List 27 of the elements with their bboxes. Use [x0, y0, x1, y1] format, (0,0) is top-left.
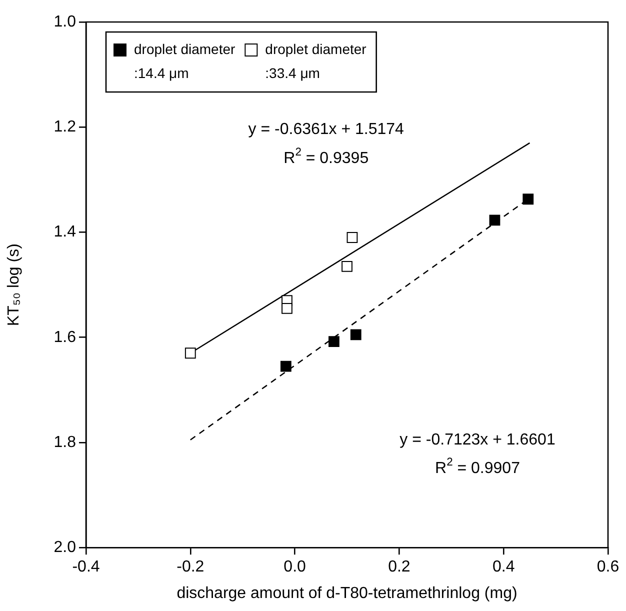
point	[346, 232, 358, 243]
point	[184, 348, 196, 359]
y-tick-label: 2.0	[54, 539, 76, 556]
legend-label: droplet diameter :33.4 μm	[265, 40, 367, 81]
y-tick-label: 1.4	[54, 224, 76, 241]
point	[342, 260, 352, 272]
y-tick-label: 1.6	[54, 328, 76, 346]
legend-label: droplet diameter :14.4 μm	[134, 40, 236, 81]
point	[280, 360, 292, 372]
point	[489, 214, 500, 226]
y-tick-label: 1.0	[54, 13, 76, 30]
x-tick-label: 0.6	[596, 558, 620, 576]
x-tick-label: 0.4	[492, 558, 515, 576]
point	[350, 329, 362, 340]
point	[282, 303, 292, 314]
x-tick-label: 0.2	[388, 558, 410, 576]
point	[522, 194, 534, 205]
y-tick-label: 1.2	[54, 118, 76, 136]
annotation: y = -0.6361x + 1.5174	[248, 121, 404, 138]
y-axis-title: KT₅₀ log (s)	[5, 244, 22, 326]
point	[328, 336, 340, 348]
x-tick-label: -0.4	[72, 558, 100, 576]
x-tick-label: -0.2	[176, 558, 204, 576]
y-tick-label: 1.8	[54, 434, 76, 451]
x-tick-label: 0.0	[284, 558, 306, 576]
annotation: y = -0.7123x + 1.6601	[400, 431, 556, 448]
x-axis-title: discharge amount of d-T80-tetramethrinlog (mg)	[176, 584, 518, 602]
